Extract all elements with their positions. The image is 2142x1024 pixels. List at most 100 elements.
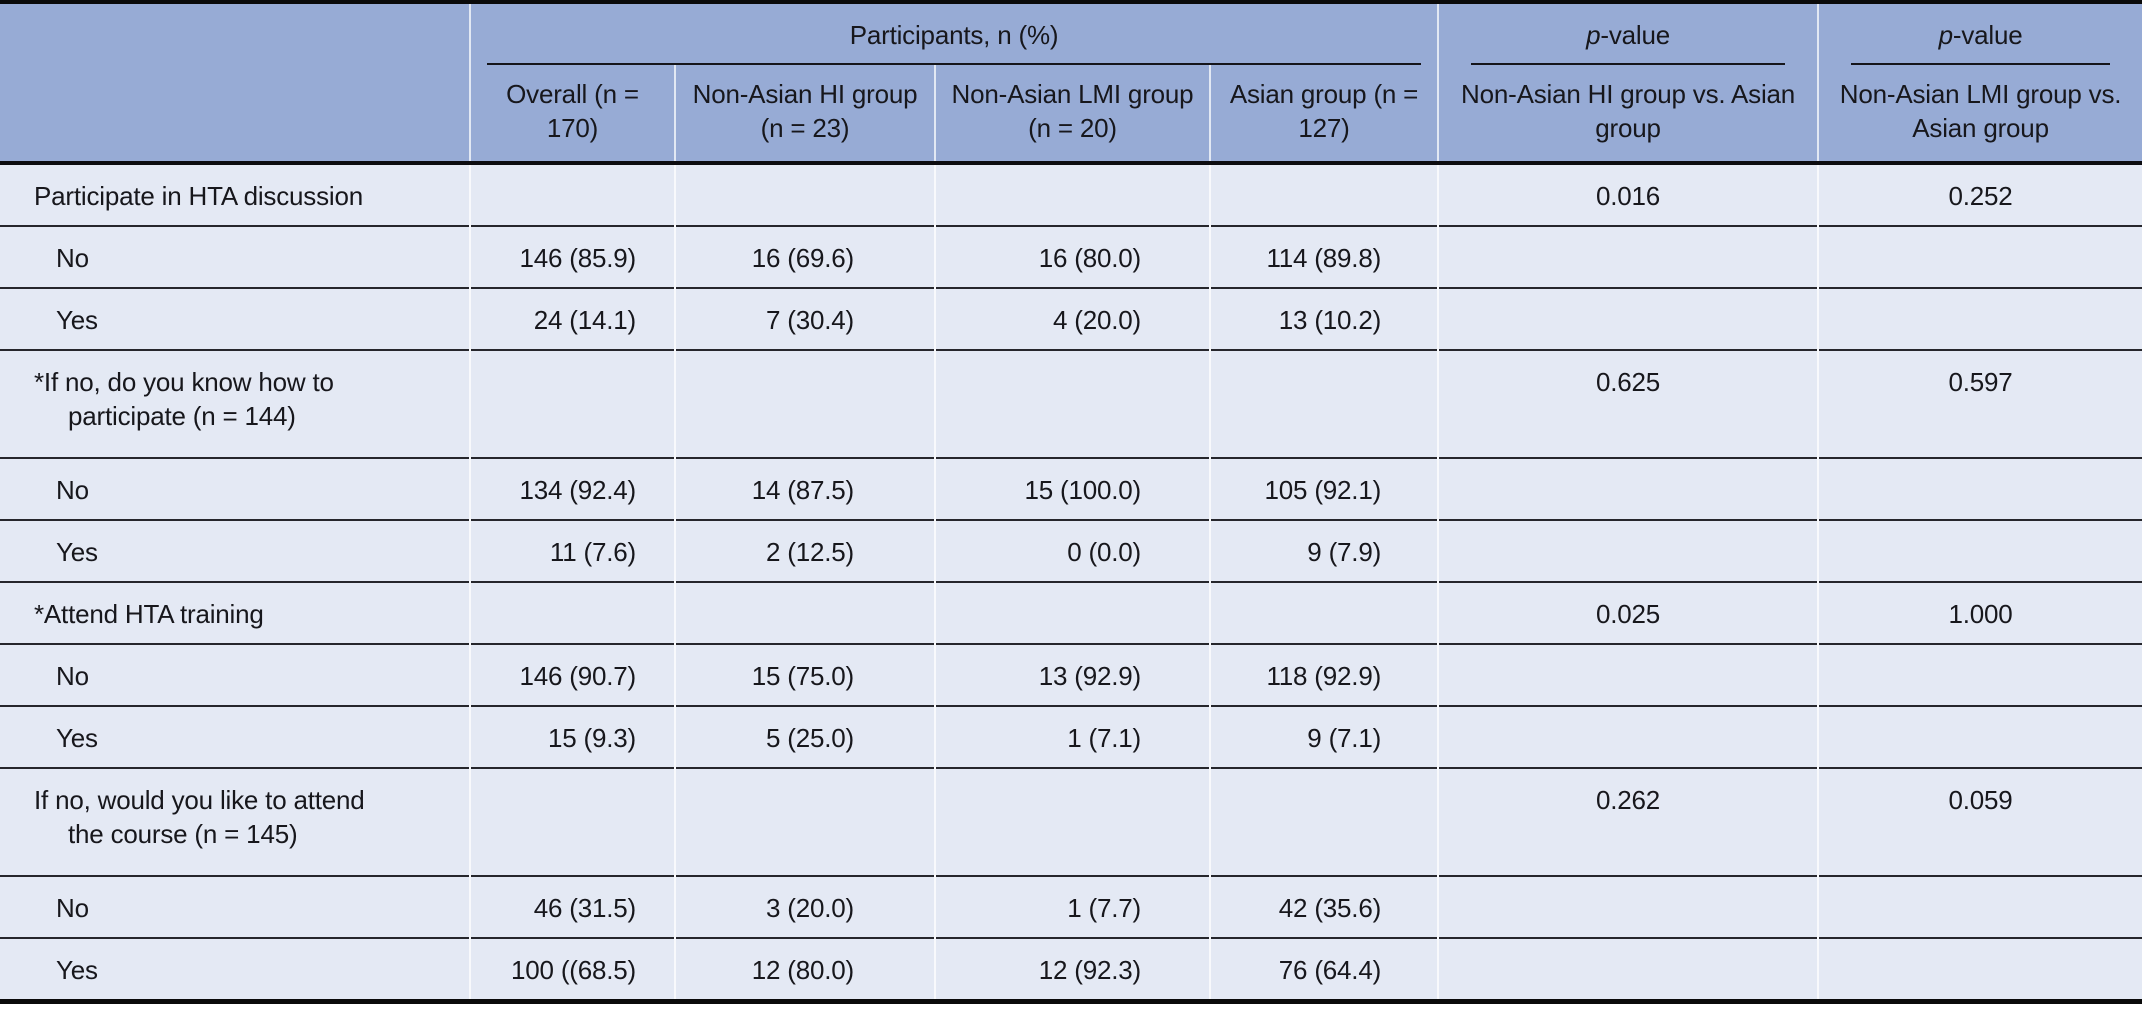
- value-overall: [469, 163, 675, 226]
- value-nonasian-hi: 15 (75.0): [674, 643, 935, 706]
- value-asian: [1208, 163, 1439, 226]
- row-label: Yes: [0, 937, 470, 1002]
- column-header-comparison-lmi: Non-Asian LMI group vs. Asian group: [1817, 65, 2142, 165]
- value-nonasian-hi: [674, 163, 935, 226]
- value-nonasian-lmi: [934, 767, 1210, 876]
- value-overall: [469, 767, 675, 876]
- pvalue-label-1: p-value: [1586, 20, 1670, 50]
- value-asian: 42 (35.6): [1208, 875, 1439, 938]
- table-row: If no, would you like to attend the cours…: [0, 767, 2142, 876]
- row-label: No: [0, 643, 470, 706]
- value-nonasian-lmi: 0 (0.0): [934, 519, 1210, 582]
- pvalue-lmi-vs-asian: 0.059: [1817, 767, 2142, 876]
- pvalue-hi-vs-asian: [1437, 875, 1819, 938]
- row-label: *Attend HTA training: [0, 581, 470, 644]
- value-asian: [1208, 349, 1439, 458]
- pvalue-lmi-vs-asian: [1817, 457, 2142, 520]
- table-row: Yes 11 (7.6) 2 (12.5) 0 (0.0) 9 (7.9): [0, 519, 2142, 582]
- pvalue-lmi-vs-asian: 0.597: [1817, 349, 2142, 458]
- value-overall: [469, 349, 675, 458]
- pvalue-hi-vs-asian: [1437, 287, 1819, 350]
- column-header-comparison-hi: Non-Asian HI group vs. Asian group: [1437, 65, 1819, 165]
- value-asian: [1208, 767, 1439, 876]
- row-label: Yes: [0, 519, 470, 582]
- value-nonasian-lmi: 4 (20.0): [934, 287, 1210, 350]
- pvalue-hi-vs-asian: [1437, 519, 1819, 582]
- pvalue-lmi-vs-asian: [1817, 287, 2142, 350]
- header-sub-row: Overall (n = 170) Non-Asian HI group (n …: [0, 65, 2142, 165]
- pvalue-hi-vs-asian: [1437, 457, 1819, 520]
- table-header: Participants, n (%) p-value p-value Over…: [0, 2, 2142, 165]
- value-nonasian-hi: 2 (12.5): [674, 519, 935, 582]
- pvalue-hi-vs-asian: [1437, 643, 1819, 706]
- pvalue-hi-vs-asian: 0.016: [1437, 163, 1819, 226]
- value-overall: 24 (14.1): [469, 287, 675, 350]
- value-asian: 114 (89.8): [1208, 225, 1439, 288]
- value-nonasian-lmi: 1 (7.1): [934, 705, 1210, 768]
- value-overall: [469, 581, 675, 644]
- table-row: Yes 24 (14.1) 7 (30.4) 4 (20.0) 13 (10.2…: [0, 287, 2142, 350]
- pvalue-lmi-vs-asian: [1817, 519, 2142, 582]
- value-nonasian-lmi: [934, 349, 1210, 458]
- value-nonasian-lmi: 15 (100.0): [934, 457, 1210, 520]
- table-row: Participate in HTA discussion 0.016 0.25…: [0, 163, 2142, 226]
- pvalue-lmi-vs-asian: [1817, 643, 2142, 706]
- row-label: No: [0, 225, 470, 288]
- row-label: *If no, do you know how to participate (n…: [0, 349, 470, 458]
- value-nonasian-lmi: 13 (92.9): [934, 643, 1210, 706]
- value-nonasian-hi: 14 (87.5): [674, 457, 935, 520]
- value-overall: 146 (90.7): [469, 643, 675, 706]
- table-row: No 146 (85.9) 16 (69.6) 16 (80.0) 114 (8…: [0, 225, 2142, 288]
- participants-group-label: Participants, n (%): [487, 4, 1422, 65]
- pvalue-header-2: p-value: [1817, 2, 2142, 65]
- row-label: No: [0, 875, 470, 938]
- pvalue-label-2: p-value: [1938, 20, 2023, 50]
- value-nonasian-hi: [674, 349, 935, 458]
- row-label: Participate in HTA discussion: [34, 181, 363, 211]
- pvalue-lmi-vs-asian: 0.252: [1817, 163, 2142, 226]
- pvalue-lmi-vs-asian: 1.000: [1817, 581, 2142, 644]
- pvalue-lmi-vs-asian: [1817, 875, 2142, 938]
- value-asian: [1208, 581, 1439, 644]
- table-row: *Attend HTA training 0.025 1.000: [0, 581, 2142, 644]
- table-row: Yes 15 (9.3) 5 (25.0) 1 (7.1) 9 (7.1): [0, 705, 2142, 768]
- value-overall: 146 (85.9): [469, 225, 675, 288]
- value-nonasian-lmi: [934, 581, 1210, 644]
- value-nonasian-hi: 3 (20.0): [674, 875, 935, 938]
- column-header-nonasian-lmi: Non-Asian LMI group (n = 20): [934, 65, 1210, 165]
- value-nonasian-hi: 5 (25.0): [674, 705, 935, 768]
- pvalue-hi-vs-asian: [1437, 225, 1819, 288]
- value-asian: 9 (7.1): [1208, 705, 1439, 768]
- header-empty-cell: [0, 2, 470, 65]
- table-row: Yes 100 ((68.5) 12 (80.0) 12 (92.3) 76 (…: [0, 937, 2142, 1002]
- value-nonasian-hi: 12 (80.0): [674, 937, 935, 1002]
- value-overall: 100 ((68.5): [469, 937, 675, 1002]
- pvalue-hi-vs-asian: 0.625: [1437, 349, 1819, 458]
- value-overall: 46 (31.5): [469, 875, 675, 938]
- row-label: Yes: [0, 287, 470, 350]
- value-asian: 13 (10.2): [1208, 287, 1439, 350]
- value-nonasian-hi: [674, 767, 935, 876]
- pvalue-hi-vs-asian: [1437, 937, 1819, 1002]
- value-overall: 134 (92.4): [469, 457, 675, 520]
- value-asian: 76 (64.4): [1208, 937, 1439, 1002]
- value-nonasian-lmi: 12 (92.3): [934, 937, 1210, 1002]
- row-label: No: [0, 457, 470, 520]
- pvalue-hi-vs-asian: 0.262: [1437, 767, 1819, 876]
- value-nonasian-hi: 7 (30.4): [674, 287, 935, 350]
- table-row: No 46 (31.5) 3 (20.0) 1 (7.7) 42 (35.6): [0, 875, 2142, 938]
- value-overall: 11 (7.6): [469, 519, 675, 582]
- value-nonasian-lmi: 1 (7.7): [934, 875, 1210, 938]
- column-header-asian: Asian group (n = 127): [1208, 65, 1439, 165]
- pvalue-header-1: p-value: [1437, 2, 1819, 65]
- value-asian: 118 (92.9): [1208, 643, 1439, 706]
- pvalue-hi-vs-asian: [1437, 705, 1819, 768]
- value-nonasian-lmi: 16 (80.0): [934, 225, 1210, 288]
- value-nonasian-lmi: [934, 163, 1210, 226]
- table-row: *If no, do you know how to participate (n…: [0, 349, 2142, 458]
- pvalue-lmi-vs-asian: [1817, 937, 2142, 1002]
- header-top-row: Participants, n (%) p-value p-value: [0, 2, 2142, 65]
- pvalue-lmi-vs-asian: [1817, 705, 2142, 768]
